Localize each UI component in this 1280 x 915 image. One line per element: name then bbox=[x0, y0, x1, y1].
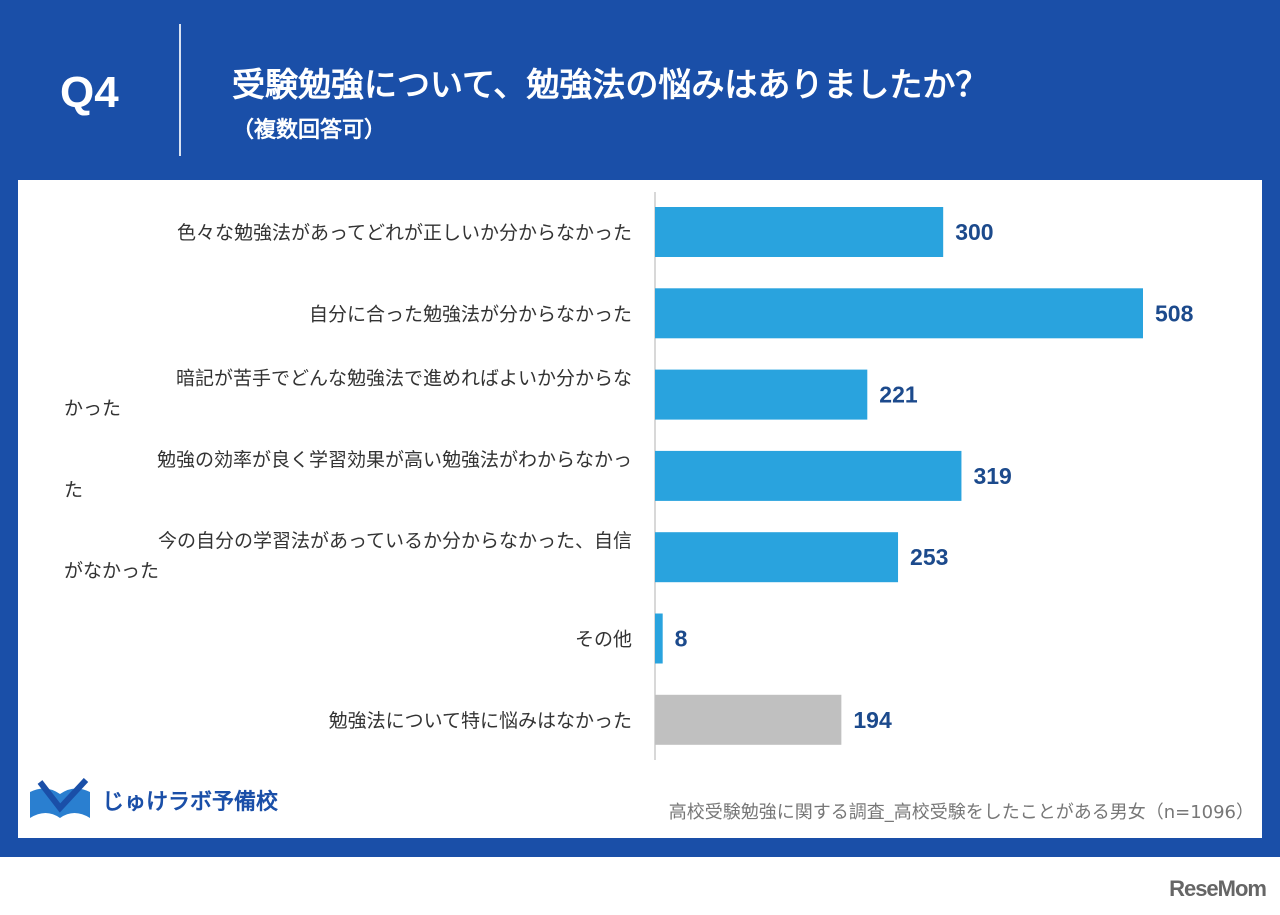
bar bbox=[655, 207, 944, 257]
chart-panel: 300 色々な勉強法があってどれが正しいか分からなかった 508 自分に合った勉強法が… bbox=[18, 180, 1262, 838]
category-label: 色々な勉強法があってどれが正しいか分からなかった bbox=[177, 222, 632, 244]
category-label: 自分に合った勉強法が分からなかった bbox=[309, 303, 632, 325]
category-label: かった bbox=[64, 398, 121, 420]
bar bbox=[655, 369, 868, 420]
chart-subtitle: （複数回答可） bbox=[232, 118, 387, 143]
value-label: 319 bbox=[973, 463, 1011, 489]
watermark: ReseMom bbox=[1169, 876, 1267, 901]
question-number: Q4 bbox=[60, 68, 119, 117]
value-label: 8 bbox=[675, 626, 688, 652]
category-label: 今の自分の学習法があっているか分からなかった、自信 bbox=[158, 530, 632, 552]
category-label: 勉強法について特に悩みはなかった bbox=[329, 710, 632, 732]
book-logo-icon bbox=[30, 778, 90, 818]
bar bbox=[655, 288, 1143, 339]
category-label: た bbox=[64, 479, 83, 501]
source-note: 高校受験勉強に関する調査_高校受験をしたことがある男女（n=1096） bbox=[668, 802, 1254, 823]
category-label: その他 bbox=[575, 629, 632, 651]
header-divider bbox=[179, 24, 181, 156]
bar bbox=[655, 450, 962, 501]
value-label: 221 bbox=[879, 382, 918, 408]
value-label: 508 bbox=[1155, 300, 1194, 326]
value-label: 194 bbox=[853, 707, 892, 733]
bar bbox=[655, 694, 842, 745]
bar-chart: 300 色々な勉強法があってどれが正しいか分からなかった 508 自分に合った勉強法が… bbox=[64, 192, 1194, 760]
category-label: 勉強の効率が良く学習効果が高い勉強法がわからなかっ bbox=[157, 449, 632, 471]
category-label: 暗記が苦手でどんな勉強法で進めればよいか分からな bbox=[176, 368, 632, 390]
category-label: がなかった bbox=[64, 560, 159, 582]
bar bbox=[655, 532, 899, 583]
value-label: 253 bbox=[910, 544, 948, 570]
bar bbox=[655, 613, 663, 664]
logo: じゅけラボ予備校 bbox=[26, 778, 278, 822]
logo-text: じゅけラボ予備校 bbox=[102, 790, 279, 815]
chart-title: 受験勉強について、勉強法の悩みはありましたか？ bbox=[232, 65, 989, 104]
value-label: 300 bbox=[955, 219, 993, 245]
